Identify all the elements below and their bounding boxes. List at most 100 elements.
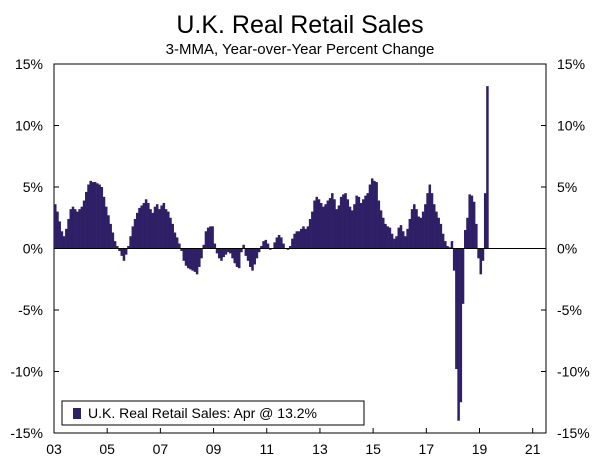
bar (98, 184, 101, 249)
bar (255, 248, 259, 259)
bar (140, 205, 143, 249)
x-tick-label: 17 (419, 441, 435, 457)
bar (328, 198, 332, 249)
bar (124, 248, 128, 255)
bar (184, 248, 188, 266)
bar (73, 209, 77, 249)
bar (428, 184, 432, 249)
bar (452, 248, 456, 271)
bar (109, 223, 112, 249)
bar (319, 202, 323, 249)
bar (275, 237, 279, 249)
bar (337, 205, 341, 249)
x-tick-label: 09 (206, 441, 222, 457)
bar (242, 244, 245, 249)
bar (468, 194, 471, 249)
bar (315, 196, 319, 249)
bar (331, 193, 334, 249)
bar (229, 248, 232, 254)
bar (457, 248, 460, 421)
bar (204, 231, 208, 249)
bar (100, 187, 104, 249)
bar (335, 209, 338, 249)
bar (282, 243, 285, 249)
bar (388, 227, 392, 249)
bar (251, 248, 254, 271)
bar (424, 204, 427, 249)
bar (359, 202, 363, 249)
bar (257, 248, 261, 253)
bar (206, 227, 210, 249)
y-axis-left: 15% 10% 5% 0% -5% -10% -15% (10, 56, 59, 441)
bar (191, 248, 194, 271)
x-tick-label: 13 (312, 441, 328, 457)
bar (71, 206, 75, 249)
bar (58, 221, 61, 249)
bar (384, 223, 387, 249)
bar (350, 210, 354, 249)
bar (395, 236, 398, 249)
bar (167, 211, 170, 249)
bar (215, 248, 219, 254)
bar (421, 211, 425, 249)
bar (481, 248, 485, 261)
bar (200, 248, 203, 259)
bar (136, 212, 139, 249)
bar (249, 248, 252, 267)
bar (472, 201, 476, 249)
bar (326, 200, 330, 249)
bar (220, 248, 223, 261)
bar (107, 215, 110, 249)
bar (158, 209, 161, 249)
bar (286, 248, 290, 250)
bar (333, 199, 336, 249)
bar (268, 248, 272, 250)
bar (324, 204, 327, 249)
bar (300, 228, 303, 249)
bar (131, 226, 135, 249)
bar (120, 248, 124, 256)
bar (355, 195, 358, 249)
bar (80, 206, 84, 249)
bar (368, 184, 372, 249)
bar (85, 191, 88, 249)
bar (373, 180, 376, 249)
x-tick-label: 21 (525, 441, 541, 457)
bar (322, 206, 325, 249)
bar (464, 230, 467, 249)
y-tick-label-right: 0% (557, 241, 577, 257)
bar (444, 241, 447, 249)
bar (237, 248, 241, 269)
bar (390, 233, 394, 249)
bar (76, 211, 79, 249)
bar (308, 218, 312, 249)
bar (104, 206, 108, 249)
bar (437, 217, 440, 249)
bar (410, 209, 414, 249)
bar (435, 211, 438, 249)
chart-title: U.K. Real Retail Sales (176, 11, 423, 39)
bar (211, 226, 214, 249)
bar (344, 193, 347, 249)
bar (483, 193, 487, 249)
y-axis-right: 15% 10% 5% 0% -5% -10% -15% (541, 56, 590, 441)
bar (113, 241, 117, 249)
bar (439, 223, 443, 249)
bar (295, 231, 299, 249)
bar (178, 243, 181, 249)
bar (60, 231, 64, 249)
bar (280, 237, 283, 249)
bar (348, 206, 352, 249)
bar (397, 227, 401, 249)
bar (180, 248, 183, 251)
bar (233, 248, 237, 264)
bar (62, 236, 66, 249)
y-tick-label-left: 15% (15, 56, 43, 72)
bar (393, 238, 396, 249)
bar (164, 209, 168, 249)
bar (408, 218, 412, 249)
y-tick-label-left: -15% (10, 425, 43, 441)
y-tick-label-right: -15% (557, 425, 590, 441)
bar (89, 180, 92, 249)
